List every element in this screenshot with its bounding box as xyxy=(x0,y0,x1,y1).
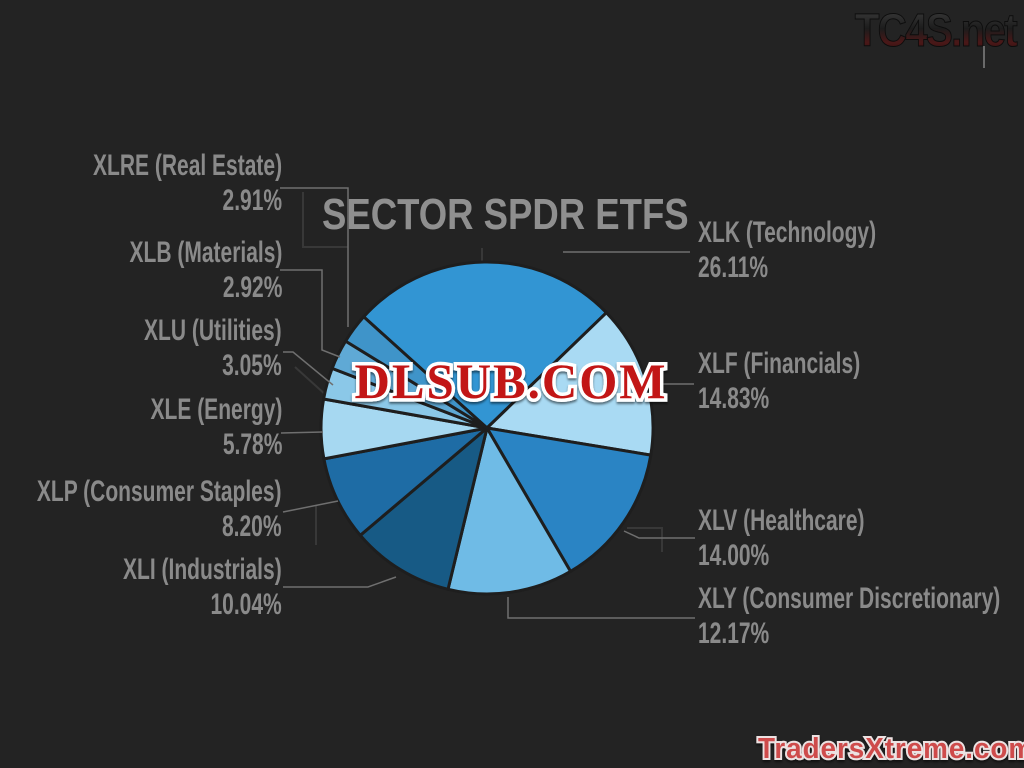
pie-slice-xlre xyxy=(344,315,489,430)
label-xlf-pct: 14.83% xyxy=(698,382,770,415)
label-xlv-pct: 14.00% xyxy=(698,539,770,572)
leader-line-xle xyxy=(280,431,324,434)
label-xle: XLE (Energy) 5.78% xyxy=(150,392,282,462)
label-xli-pct: 10.04% xyxy=(210,588,282,621)
circuit-trace xyxy=(294,366,328,397)
label-xli-name: XLI (Industrials) xyxy=(123,553,282,586)
traders-watermark-group: TradersXtreme.com xyxy=(756,731,1024,768)
leader-line-xli xyxy=(283,576,397,588)
label-xlre-name: XLRE (Real Estate) xyxy=(92,149,282,182)
dlsub-watermark-group: DLSUB.COM xyxy=(351,350,669,412)
label-xlre-pct: 2.91% xyxy=(222,184,282,217)
pie-slice-xly xyxy=(446,426,572,596)
label-xlb-pct: 2.92% xyxy=(222,271,282,304)
label-xly-name: XLY (Consumer Discretionary) xyxy=(698,582,1001,615)
leader-lines xyxy=(280,187,695,619)
dlsub-watermark: DLSUB.COM xyxy=(354,354,667,410)
label-xlp: XLP (Consumer Staples) 8.20% xyxy=(37,474,282,544)
pie-slice-xli xyxy=(358,426,489,591)
label-xly: XLY (Consumer Discretionary) 12.17% xyxy=(698,581,1000,651)
tc4s-watermark-group: TC4S.net xyxy=(854,5,1019,57)
label-xle-name: XLE (Energy) xyxy=(150,393,282,426)
chart-title: SECTOR SPDR ETFS xyxy=(322,190,689,239)
label-xlp-name: XLP (Consumer Staples) xyxy=(37,475,282,508)
pie-slice-xlf xyxy=(485,311,655,457)
leader-line-xlf xyxy=(645,377,694,385)
leader-line-xlu xyxy=(283,351,334,386)
pie-slice-xlk xyxy=(362,260,608,430)
label-xli: XLI (Industrials) 10.04% xyxy=(123,552,282,622)
leader-line-xlre xyxy=(280,187,349,327)
circuit-traces xyxy=(294,192,663,552)
traders-watermark: TradersXtreme.com xyxy=(758,732,1024,765)
label-xlk-pct: 26.11% xyxy=(698,251,769,284)
label-xlb-name: XLB (Materials) xyxy=(129,236,282,269)
tc4s-watermark: TC4S.net xyxy=(855,6,1018,57)
label-xlf: XLF (Financials) 14.83% xyxy=(698,346,860,416)
label-xlv: XLV (Healthcare) 14.00% xyxy=(698,503,865,573)
label-xlv-name: XLV (Healthcare) xyxy=(698,504,865,537)
leader-line-xly xyxy=(507,597,695,619)
label-xlre: XLRE (Real Estate) 2.91% xyxy=(93,148,282,218)
label-xle-pct: 5.78% xyxy=(222,428,282,461)
label-xlp-pct: 8.20% xyxy=(222,510,282,543)
label-xlu: XLU (Utilities) 3.05% xyxy=(144,313,282,383)
label-xly-pct: 12.17% xyxy=(698,617,770,650)
label-xlb: XLB (Materials) 2.92% xyxy=(129,235,282,305)
pie xyxy=(319,260,655,596)
label-xlu-pct: 3.05% xyxy=(222,349,282,382)
circuit-trace xyxy=(302,192,348,248)
leader-line-xlv xyxy=(623,530,695,539)
leader-line-xlb xyxy=(280,269,341,358)
circuit-trace xyxy=(627,527,663,552)
label-xlk-name: XLK (Technology) xyxy=(698,216,877,249)
label-xlu-name: XLU (Utilities) xyxy=(144,314,282,347)
pie-slice-xlv xyxy=(485,426,653,573)
leader-line-xlp xyxy=(282,500,339,513)
label-xlk: XLK (Technology) 26.11% xyxy=(698,215,876,285)
label-xlf-name: XLF (Financials) xyxy=(698,347,861,380)
